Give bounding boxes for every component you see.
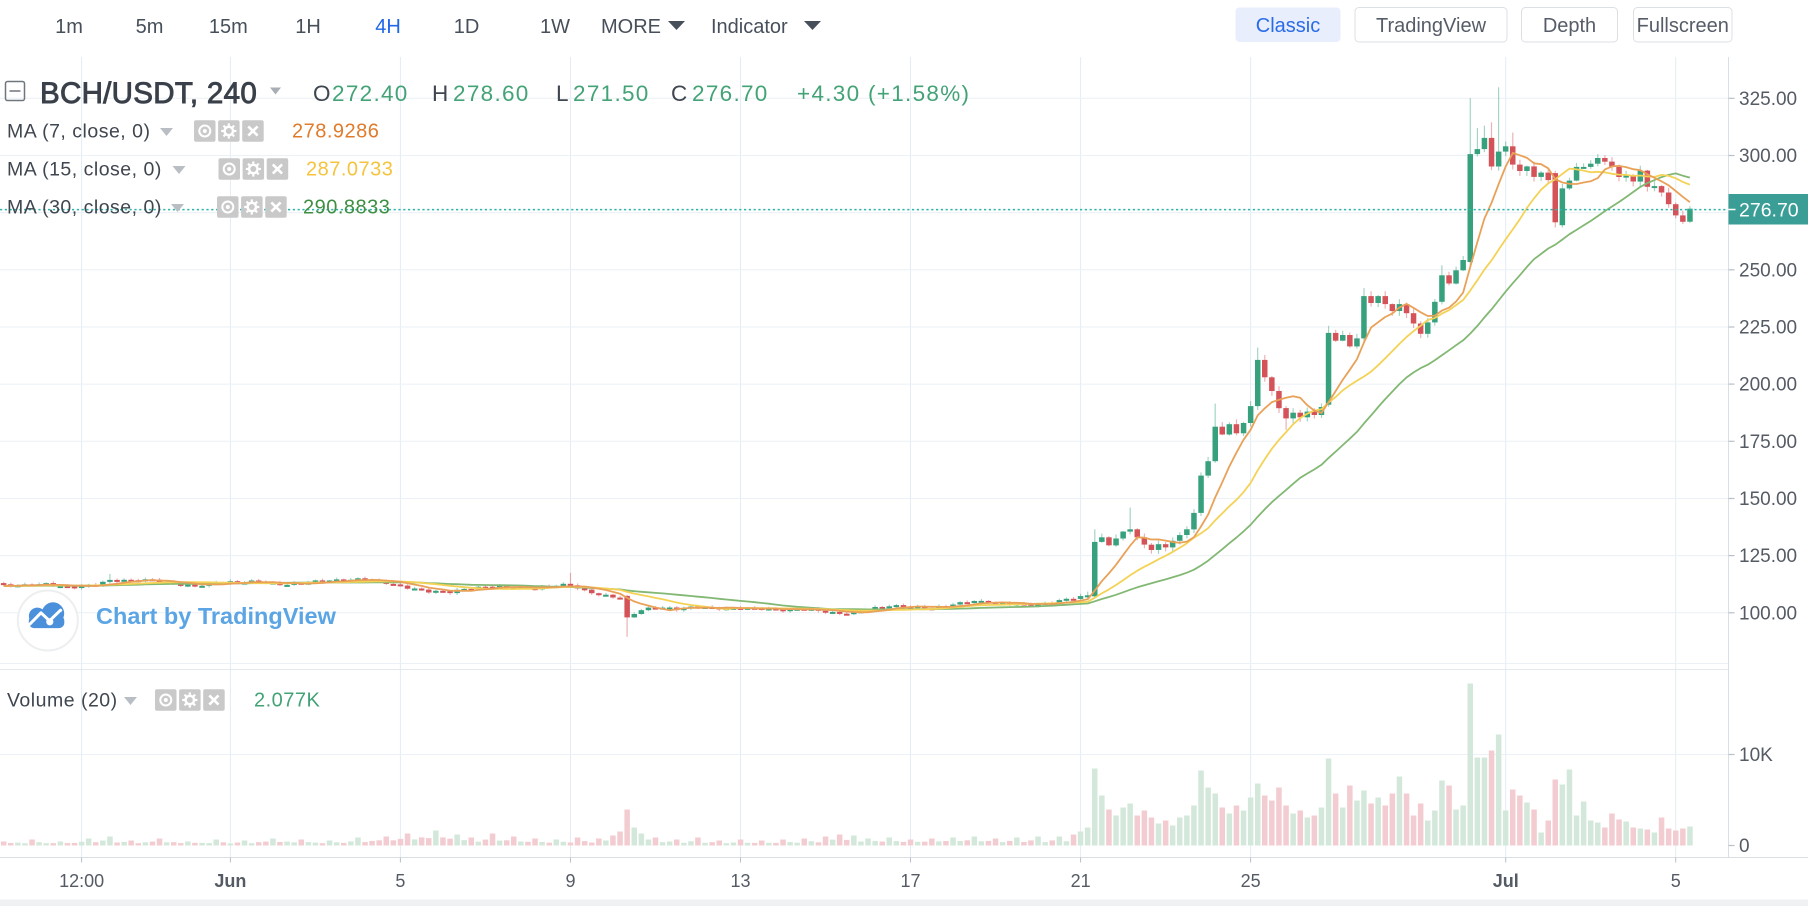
svg-text:15m: 15m [209, 16, 248, 38]
svg-text:Indicator: Indicator [711, 16, 788, 38]
svg-text:5: 5 [395, 871, 405, 891]
svg-text:276.70: 276.70 [1739, 200, 1799, 222]
svg-text:278.9286: 278.9286 [292, 121, 379, 143]
svg-text:MA (30, close, 0): MA (30, close, 0) [7, 197, 162, 219]
svg-text:MA (15, close, 0): MA (15, close, 0) [7, 159, 162, 181]
svg-text:250.00: 250.00 [1739, 260, 1797, 281]
svg-text:25: 25 [1241, 871, 1261, 891]
svg-text:O: O [313, 81, 331, 106]
svg-text:290.8833: 290.8833 [303, 197, 390, 219]
svg-text:5m: 5m [136, 16, 164, 38]
svg-text:Jul: Jul [1493, 871, 1519, 891]
svg-text:272.40: 272.40 [332, 81, 409, 106]
svg-text:Classic: Classic [1256, 15, 1320, 37]
svg-text:225.00: 225.00 [1739, 318, 1797, 339]
svg-text:287.0733: 287.0733 [306, 159, 393, 181]
svg-text:300.00: 300.00 [1739, 146, 1797, 167]
svg-text:4H: 4H [375, 16, 401, 38]
svg-text:100.00: 100.00 [1739, 603, 1797, 624]
svg-text:TradingView: TradingView [1376, 15, 1487, 37]
svg-text:MA (7, close, 0): MA (7, close, 0) [7, 121, 150, 143]
svg-text:1m: 1m [55, 16, 83, 38]
svg-text:5: 5 [1671, 871, 1681, 891]
svg-text:2.077K: 2.077K [254, 690, 321, 712]
svg-text:1W: 1W [540, 16, 570, 38]
svg-text:150.00: 150.00 [1739, 489, 1797, 510]
svg-text:21: 21 [1071, 871, 1091, 891]
svg-text:278.60: 278.60 [453, 81, 530, 106]
svg-text:10K: 10K [1739, 745, 1773, 766]
svg-text:L: L [556, 81, 569, 106]
svg-text:125.00: 125.00 [1739, 546, 1797, 567]
svg-text:175.00: 175.00 [1739, 432, 1797, 453]
svg-text:276.70: 276.70 [692, 81, 769, 106]
svg-text:325.00: 325.00 [1739, 89, 1797, 110]
svg-text:271.50: 271.50 [573, 81, 650, 106]
svg-text:H: H [432, 81, 448, 106]
svg-text:Jun: Jun [214, 871, 246, 891]
svg-text:Depth: Depth [1543, 15, 1596, 37]
svg-text:+4.30 (+1.58%): +4.30 (+1.58%) [797, 81, 970, 106]
svg-text:9: 9 [565, 871, 575, 891]
svg-text:C: C [671, 81, 687, 106]
svg-text:1D: 1D [454, 16, 480, 38]
svg-text:200.00: 200.00 [1739, 375, 1797, 396]
svg-text:Volume (20): Volume (20) [7, 690, 118, 712]
svg-text:13: 13 [730, 871, 750, 891]
svg-text:12:00: 12:00 [59, 871, 104, 891]
svg-text:Fullscreen: Fullscreen [1637, 15, 1729, 37]
svg-text:BCH/USDT, 240: BCH/USDT, 240 [40, 77, 257, 110]
svg-text:MORE: MORE [601, 16, 661, 38]
svg-text:Chart by TradingView: Chart by TradingView [96, 603, 337, 629]
svg-text:0: 0 [1739, 836, 1750, 857]
svg-text:17: 17 [900, 871, 920, 891]
svg-text:1H: 1H [295, 16, 321, 38]
